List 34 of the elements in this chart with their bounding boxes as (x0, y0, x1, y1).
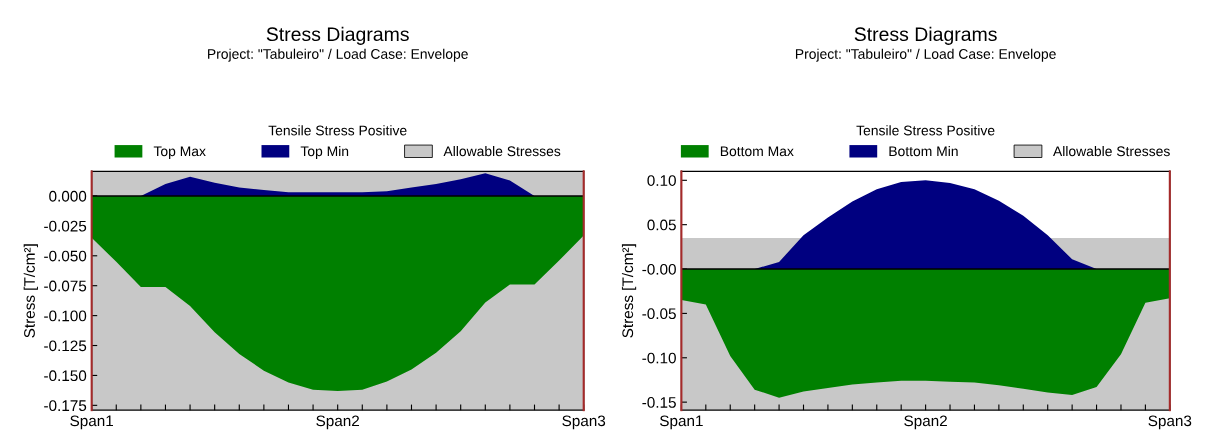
y-tick-label: -0.100 (44, 310, 87, 322)
y-tick-label: -0.10 (642, 352, 676, 364)
y-tick-label: -0.05 (642, 308, 676, 320)
y-tick-label: 0.05 (647, 219, 676, 231)
chart-title: Stress Diagrams (266, 26, 409, 45)
y-axis-title: Stress [T/cm²] (23, 244, 38, 338)
chart-title: Stress Diagrams (854, 26, 997, 45)
legend-label: Bottom Min (889, 145, 958, 157)
x-tick-label: Span3 (562, 415, 606, 430)
legend-title: Tensile Stress Positive (268, 125, 407, 136)
x-tick-label: Span2 (316, 415, 359, 430)
y-tick-label: 0.000 (49, 190, 87, 202)
y-tick-label: -0.025 (44, 220, 87, 232)
legend-label: Allowable Stresses (1053, 145, 1170, 157)
x-tick-label: Span1 (660, 415, 703, 430)
x-tick-label: Span2 (904, 415, 947, 430)
y-tick-label: -0.150 (44, 370, 87, 382)
y-tick-label: -0.15 (642, 397, 676, 408)
legend-label: Allowable Stresses (443, 145, 561, 157)
legend-label: Top Min (300, 145, 349, 159)
y-tick-label: -0.175 (44, 400, 87, 412)
legend-title: Tensile Stress Positive (856, 125, 995, 136)
y-tick-label: -0.075 (44, 280, 87, 292)
chart-subtitle: Project: "Tabuleiro" / Load Case: Envelope (795, 48, 1056, 62)
chart-subtitle: Project: "Tabuleiro" / Load Case: Envelope (208, 48, 468, 62)
legend-label: Top Max (153, 146, 206, 159)
legend-label: Bottom Max (720, 146, 794, 157)
x-tick-label: Span3 (1148, 415, 1192, 430)
y-tick-label: -0.125 (44, 340, 87, 352)
y-tick-label: -0.00 (642, 263, 676, 275)
y-tick-label: 0.10 (647, 175, 676, 186)
y-axis-title: Stress [T/cm²] (621, 244, 637, 338)
x-tick-label: Span1 (70, 415, 113, 430)
y-tick-label: -0.050 (44, 250, 87, 262)
